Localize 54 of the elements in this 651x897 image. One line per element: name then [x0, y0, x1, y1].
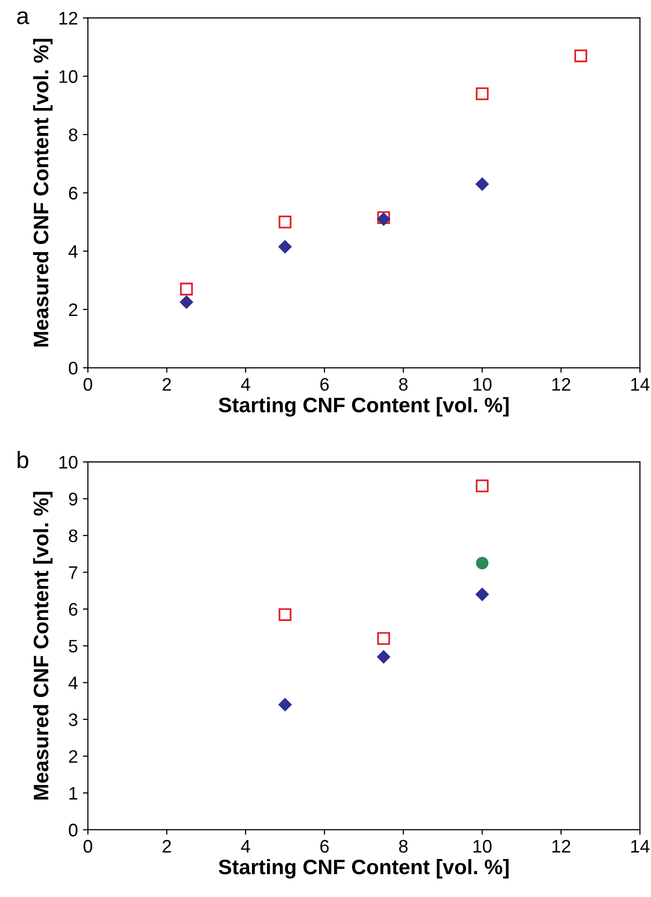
y-tick-label: 10 — [59, 70, 78, 83]
y-tick-label: 7 — [69, 566, 78, 579]
x-axis-title: Starting CNF Content [vol. %] — [218, 397, 509, 417]
point — [180, 282, 193, 296]
x-axis-title: Starting CNF Content [vol. %] — [218, 859, 509, 879]
point — [476, 178, 489, 191]
point — [476, 588, 489, 601]
x-tick-label: 14 — [631, 840, 650, 853]
y-tick-label: 0 — [68, 362, 78, 374]
x-tick-label: 12 — [552, 378, 570, 391]
y-tick-label: 2 — [69, 750, 78, 763]
y-axis-title: Measured CNF Content [vol. %] — [33, 492, 53, 800]
y-tick-label: 10 — [59, 456, 78, 469]
y-tick-label: 9 — [68, 492, 78, 506]
y-tick-label: 4 — [68, 245, 78, 258]
chart-title: b — [18, 450, 28, 468]
y-tick-label: 3 — [68, 713, 78, 726]
x-tick-label: 2 — [162, 840, 171, 853]
y-axis-title: Measured CNF Content [vol. %] — [33, 38, 53, 347]
point — [377, 632, 390, 645]
point — [377, 650, 390, 664]
y-tick-label: 6 — [69, 602, 78, 616]
chart-title: a — [17, 11, 30, 24]
x-tick-label: 6 — [320, 840, 329, 853]
point — [476, 87, 489, 100]
x-tick-label: 0 — [84, 840, 92, 853]
point — [278, 240, 292, 254]
x-tick-label: 8 — [399, 840, 408, 853]
y-tick-label: 4 — [68, 676, 78, 690]
y-tick-label: 6 — [69, 186, 78, 200]
x-tick-label: 4 — [241, 840, 250, 853]
x-tick-label: 14 — [631, 378, 650, 391]
x-tick-label: 2 — [162, 378, 171, 391]
x-tick-label: 0 — [84, 378, 92, 391]
point — [278, 608, 292, 621]
point — [180, 296, 194, 309]
x-tick-label: 10 — [474, 840, 492, 853]
y-tick-label: 8 — [68, 128, 78, 142]
x-tick-label: 12 — [552, 840, 570, 853]
y-tick-label: 0 — [68, 824, 78, 836]
y-tick-label: 5 — [68, 640, 78, 653]
y-tick-label: 12 — [59, 12, 78, 24]
y-tick-label: 8 — [68, 529, 78, 542]
point — [278, 698, 292, 712]
x-tick-label: 6 — [320, 378, 329, 391]
point — [476, 479, 489, 492]
x-tick-label: 4 — [241, 378, 250, 391]
point — [278, 216, 292, 228]
y-tick-label: 2 — [69, 303, 78, 316]
x-tick-label: 10 — [474, 378, 492, 391]
point — [574, 49, 588, 62]
x-tick-label: 8 — [399, 378, 408, 391]
y-tick-label: 1 — [70, 787, 78, 800]
point — [476, 556, 488, 570]
